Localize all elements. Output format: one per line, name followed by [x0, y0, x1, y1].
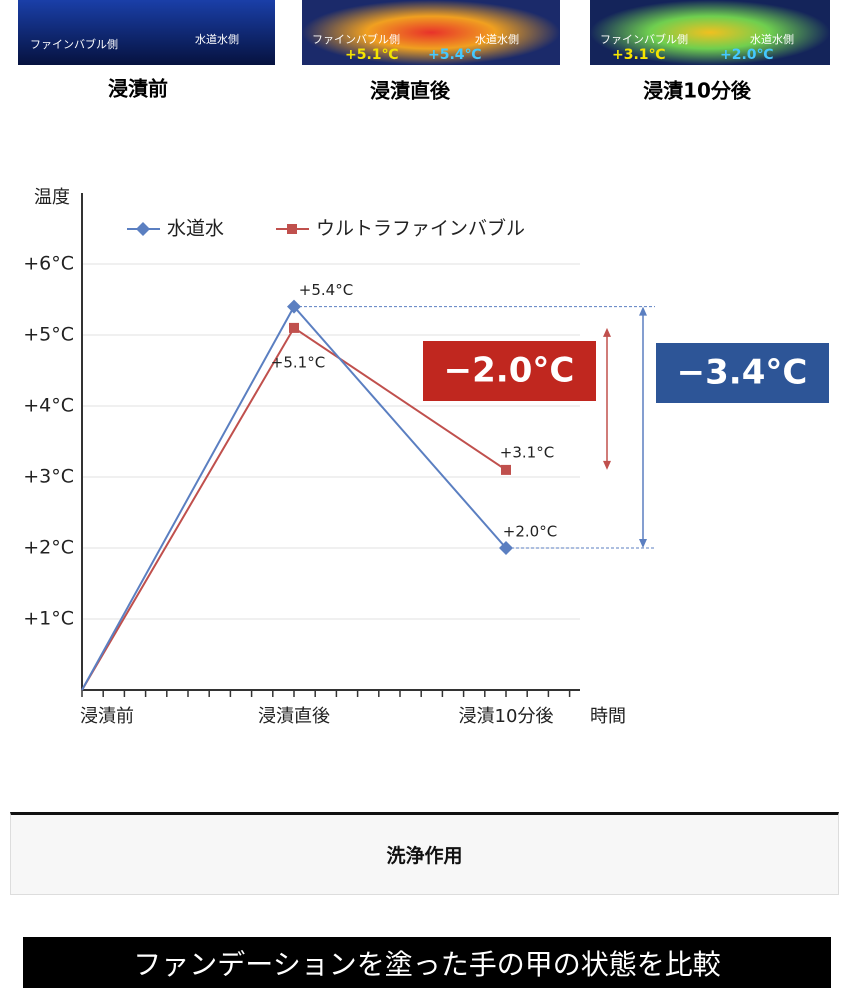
- x-tick-label: 浸漬10分後: [459, 706, 554, 727]
- data-point: [499, 541, 513, 555]
- annotation: −3.4°C: [677, 353, 808, 393]
- data-label: +3.1°C: [500, 443, 554, 461]
- annotation-box: [423, 341, 596, 401]
- annotation: −2.0°C: [444, 351, 575, 391]
- image-label: +5.4℃: [428, 47, 482, 63]
- banner: ファンデーションを塗った手の甲の状態を比較: [23, 937, 831, 988]
- x-tick-label: 浸漬直後: [258, 706, 330, 727]
- thermal-image: [590, 0, 830, 65]
- data-label: +5.1°C: [271, 353, 325, 371]
- image-label: 水道水側: [475, 32, 519, 46]
- thermal-image: [18, 0, 275, 65]
- image-label: ファインバブル側: [30, 37, 118, 51]
- y-tick-label: +2°C: [23, 537, 74, 559]
- y-axis-label: 温度: [34, 187, 70, 208]
- image-label: +3.1℃: [612, 47, 666, 63]
- y-tick-label: +6°C: [23, 253, 74, 275]
- x-axis-label: 時間: [590, 706, 626, 727]
- legend-marker: [136, 222, 150, 236]
- y-tick-label: +4°C: [23, 395, 74, 417]
- image-caption: 浸漬前: [108, 77, 168, 101]
- y-tick-label: +5°C: [23, 324, 74, 346]
- legend-label: 水道水: [167, 218, 224, 240]
- image-label: 水道水側: [195, 32, 239, 46]
- image-label: 水道水側: [750, 32, 794, 46]
- legend-label: ウルトラファインバブル: [316, 217, 525, 240]
- image-label: ファインバブル側: [600, 32, 688, 46]
- thermal-image: [302, 0, 560, 65]
- data-point: [501, 464, 511, 475]
- image-caption: 浸漬10分後: [643, 79, 752, 103]
- image-label: ファインバブル側: [312, 32, 400, 46]
- legend-marker: [287, 224, 297, 234]
- image-label: +2.0℃: [720, 47, 774, 63]
- image-caption: 浸漬直後: [370, 79, 451, 103]
- figure: ファインバブル側 水道水側 ファインバブル側 水道水側 +5.1℃ +5.4℃ …: [18, 0, 830, 727]
- y-tick-label: +3°C: [23, 466, 74, 488]
- data-point: [289, 322, 299, 333]
- data-point: [287, 299, 301, 314]
- y-tick-label: +1°C: [23, 608, 74, 630]
- annotation-box: [656, 343, 829, 403]
- image-label: +5.1℃: [345, 47, 399, 63]
- section-heading: 洗浄作用: [10, 812, 839, 895]
- data-label: +2.0°C: [503, 523, 557, 541]
- x-tick-label: 浸漬前: [80, 706, 134, 727]
- data-label: +5.4°C: [299, 281, 353, 299]
